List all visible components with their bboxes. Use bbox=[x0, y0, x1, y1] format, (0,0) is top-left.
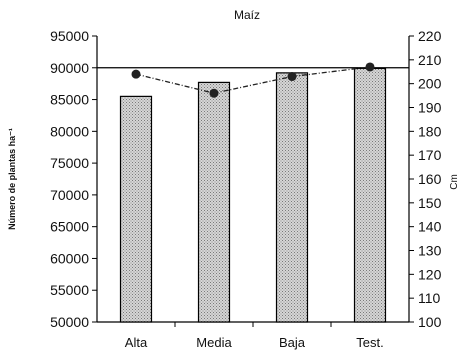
y-tick-label: 50000 bbox=[50, 314, 89, 330]
y2-tick-label: 190 bbox=[418, 100, 442, 116]
x-tick-label: Baja bbox=[279, 335, 306, 350]
line-series bbox=[135, 66, 371, 94]
y2-tick-label: 220 bbox=[418, 28, 442, 44]
bar-test bbox=[353, 67, 387, 323]
y2-tick-label: 160 bbox=[418, 171, 442, 187]
x-tick-label: Test. bbox=[356, 335, 383, 350]
x-tick-label: Alta bbox=[125, 335, 148, 350]
bar-alta bbox=[119, 95, 153, 323]
y-tick-label: 75000 bbox=[50, 155, 89, 171]
y2-tick-label: 140 bbox=[418, 219, 442, 235]
y-tick-label: 85000 bbox=[50, 92, 89, 108]
y-axis-label: Número de plantas ha⁻¹ bbox=[7, 128, 17, 230]
y2-tick-label: 180 bbox=[418, 123, 442, 139]
x-tick-label: Media bbox=[196, 335, 232, 350]
y2-tick-label: 130 bbox=[418, 243, 442, 259]
y-tick-label: 60000 bbox=[50, 250, 89, 266]
line-point-test bbox=[365, 62, 375, 72]
y2-tick-label: 210 bbox=[418, 52, 442, 68]
bar-baja bbox=[275, 72, 309, 323]
chart-title: Maíz bbox=[234, 8, 260, 22]
y2-tick-label: 200 bbox=[418, 76, 442, 92]
line-point-alta bbox=[131, 69, 141, 79]
line-point-baja bbox=[287, 72, 297, 82]
y2-tick-label: 110 bbox=[418, 290, 441, 306]
y2-tick-label: 120 bbox=[418, 266, 442, 282]
y-tick-label: 55000 bbox=[50, 282, 89, 298]
y2-axis-label: Cm bbox=[449, 174, 460, 190]
y-tick-label: 80000 bbox=[50, 123, 89, 139]
y2-tick-label: 100 bbox=[418, 314, 442, 330]
line-point-media bbox=[209, 88, 219, 98]
y-tick-label: 90000 bbox=[50, 60, 89, 76]
y2-tick-label: 150 bbox=[418, 195, 442, 211]
bar-media bbox=[197, 81, 231, 323]
y2-tick-label: 170 bbox=[418, 147, 442, 163]
y-tick-label: 70000 bbox=[50, 187, 89, 203]
y-tick-label: 95000 bbox=[50, 28, 89, 44]
y-tick-label: 65000 bbox=[50, 219, 89, 235]
